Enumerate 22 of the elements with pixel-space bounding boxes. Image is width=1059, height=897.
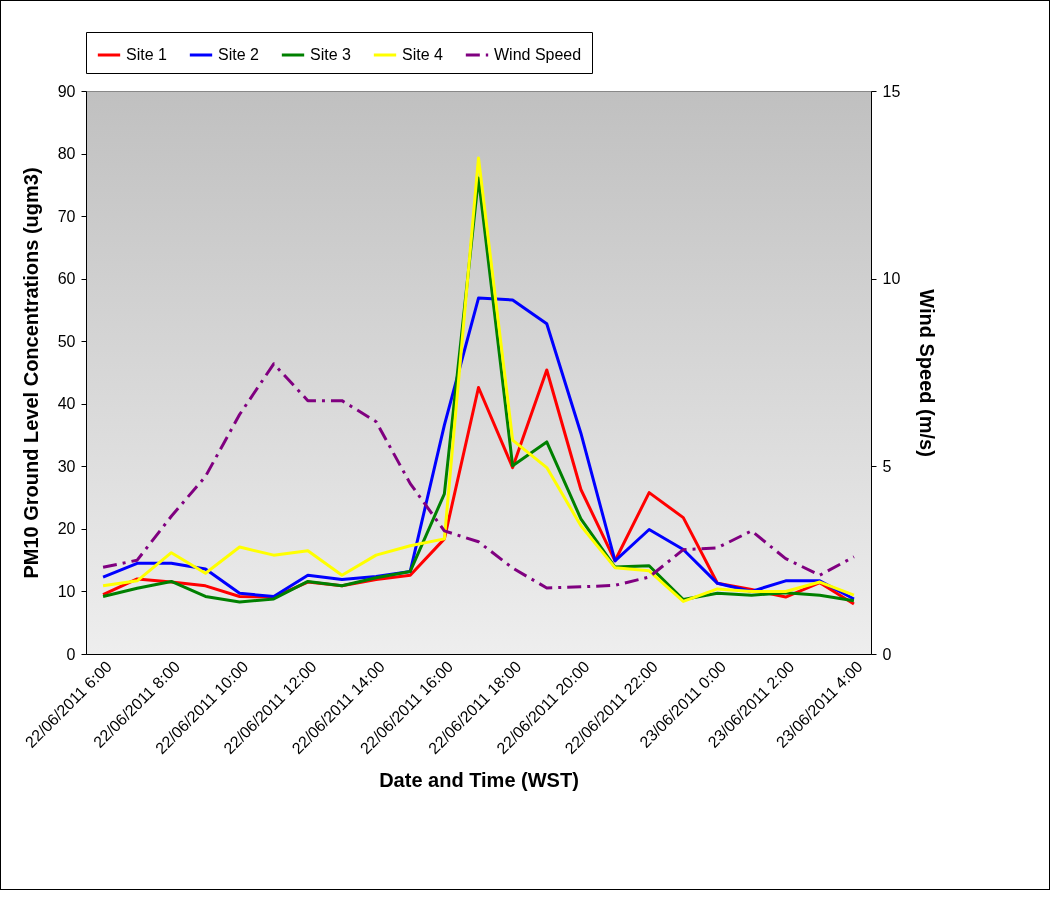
y-tick-label: 20 [57,520,76,538]
y-tick-label: 40 [57,395,76,413]
legend-label: Site 1 [126,46,168,63]
y2-axis-title: Wind Speed (m/s) [916,289,939,457]
y-tick-label: 50 [57,332,76,350]
y2-tick-label: 0 [882,645,892,663]
y2-tick-label: 5 [882,457,892,475]
legend-label: Site 3 [310,46,352,63]
y-tick-label: 60 [57,270,76,288]
y-tick-label: 10 [57,582,76,600]
legend-label: Site 4 [402,46,444,63]
y2-tick-label: 10 [882,270,901,288]
y-tick-label: 80 [57,145,76,163]
legend-label: Site 2 [218,46,260,63]
y-tick-label: 70 [57,207,76,225]
legend-label: Wind Speed [494,46,582,63]
y-axis-title: PM10 Ground Level Concentrations (ugm3) [19,167,42,579]
y2-tick-label: 15 [882,82,901,100]
y-tick-label: 30 [57,457,76,475]
y-tick-label: 0 [66,645,76,663]
x-axis-title: Date and Time (WST) [379,769,579,792]
y-tick-label: 90 [57,82,76,100]
